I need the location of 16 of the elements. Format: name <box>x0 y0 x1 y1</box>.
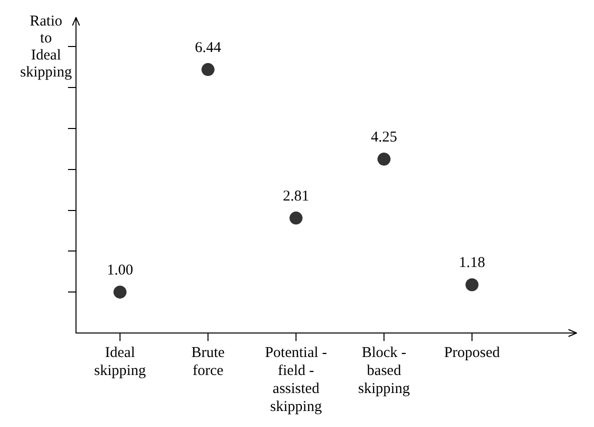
point <box>378 152 390 166</box>
x-tick-label: Potential - field - assisted skipping <box>264 344 328 415</box>
x-tick-label: Proposed <box>444 344 500 361</box>
point <box>202 63 214 76</box>
point <box>466 278 478 292</box>
data-label: 2.81 <box>282 188 310 204</box>
x-tick-label: Brute force <box>191 344 226 379</box>
data-label: 4.25 <box>370 130 398 146</box>
data-label: 1.00 <box>106 262 134 279</box>
x-tick-label: Block - based skipping <box>358 344 410 397</box>
data-label: 1.18 <box>458 255 486 272</box>
x-tick-label: Ideal skipping <box>94 344 146 379</box>
y-axis-title: Ratio to Ideal skipping <box>20 13 72 80</box>
point <box>114 286 126 299</box>
data-label: 6.44 <box>194 40 222 56</box>
point <box>290 212 302 225</box>
